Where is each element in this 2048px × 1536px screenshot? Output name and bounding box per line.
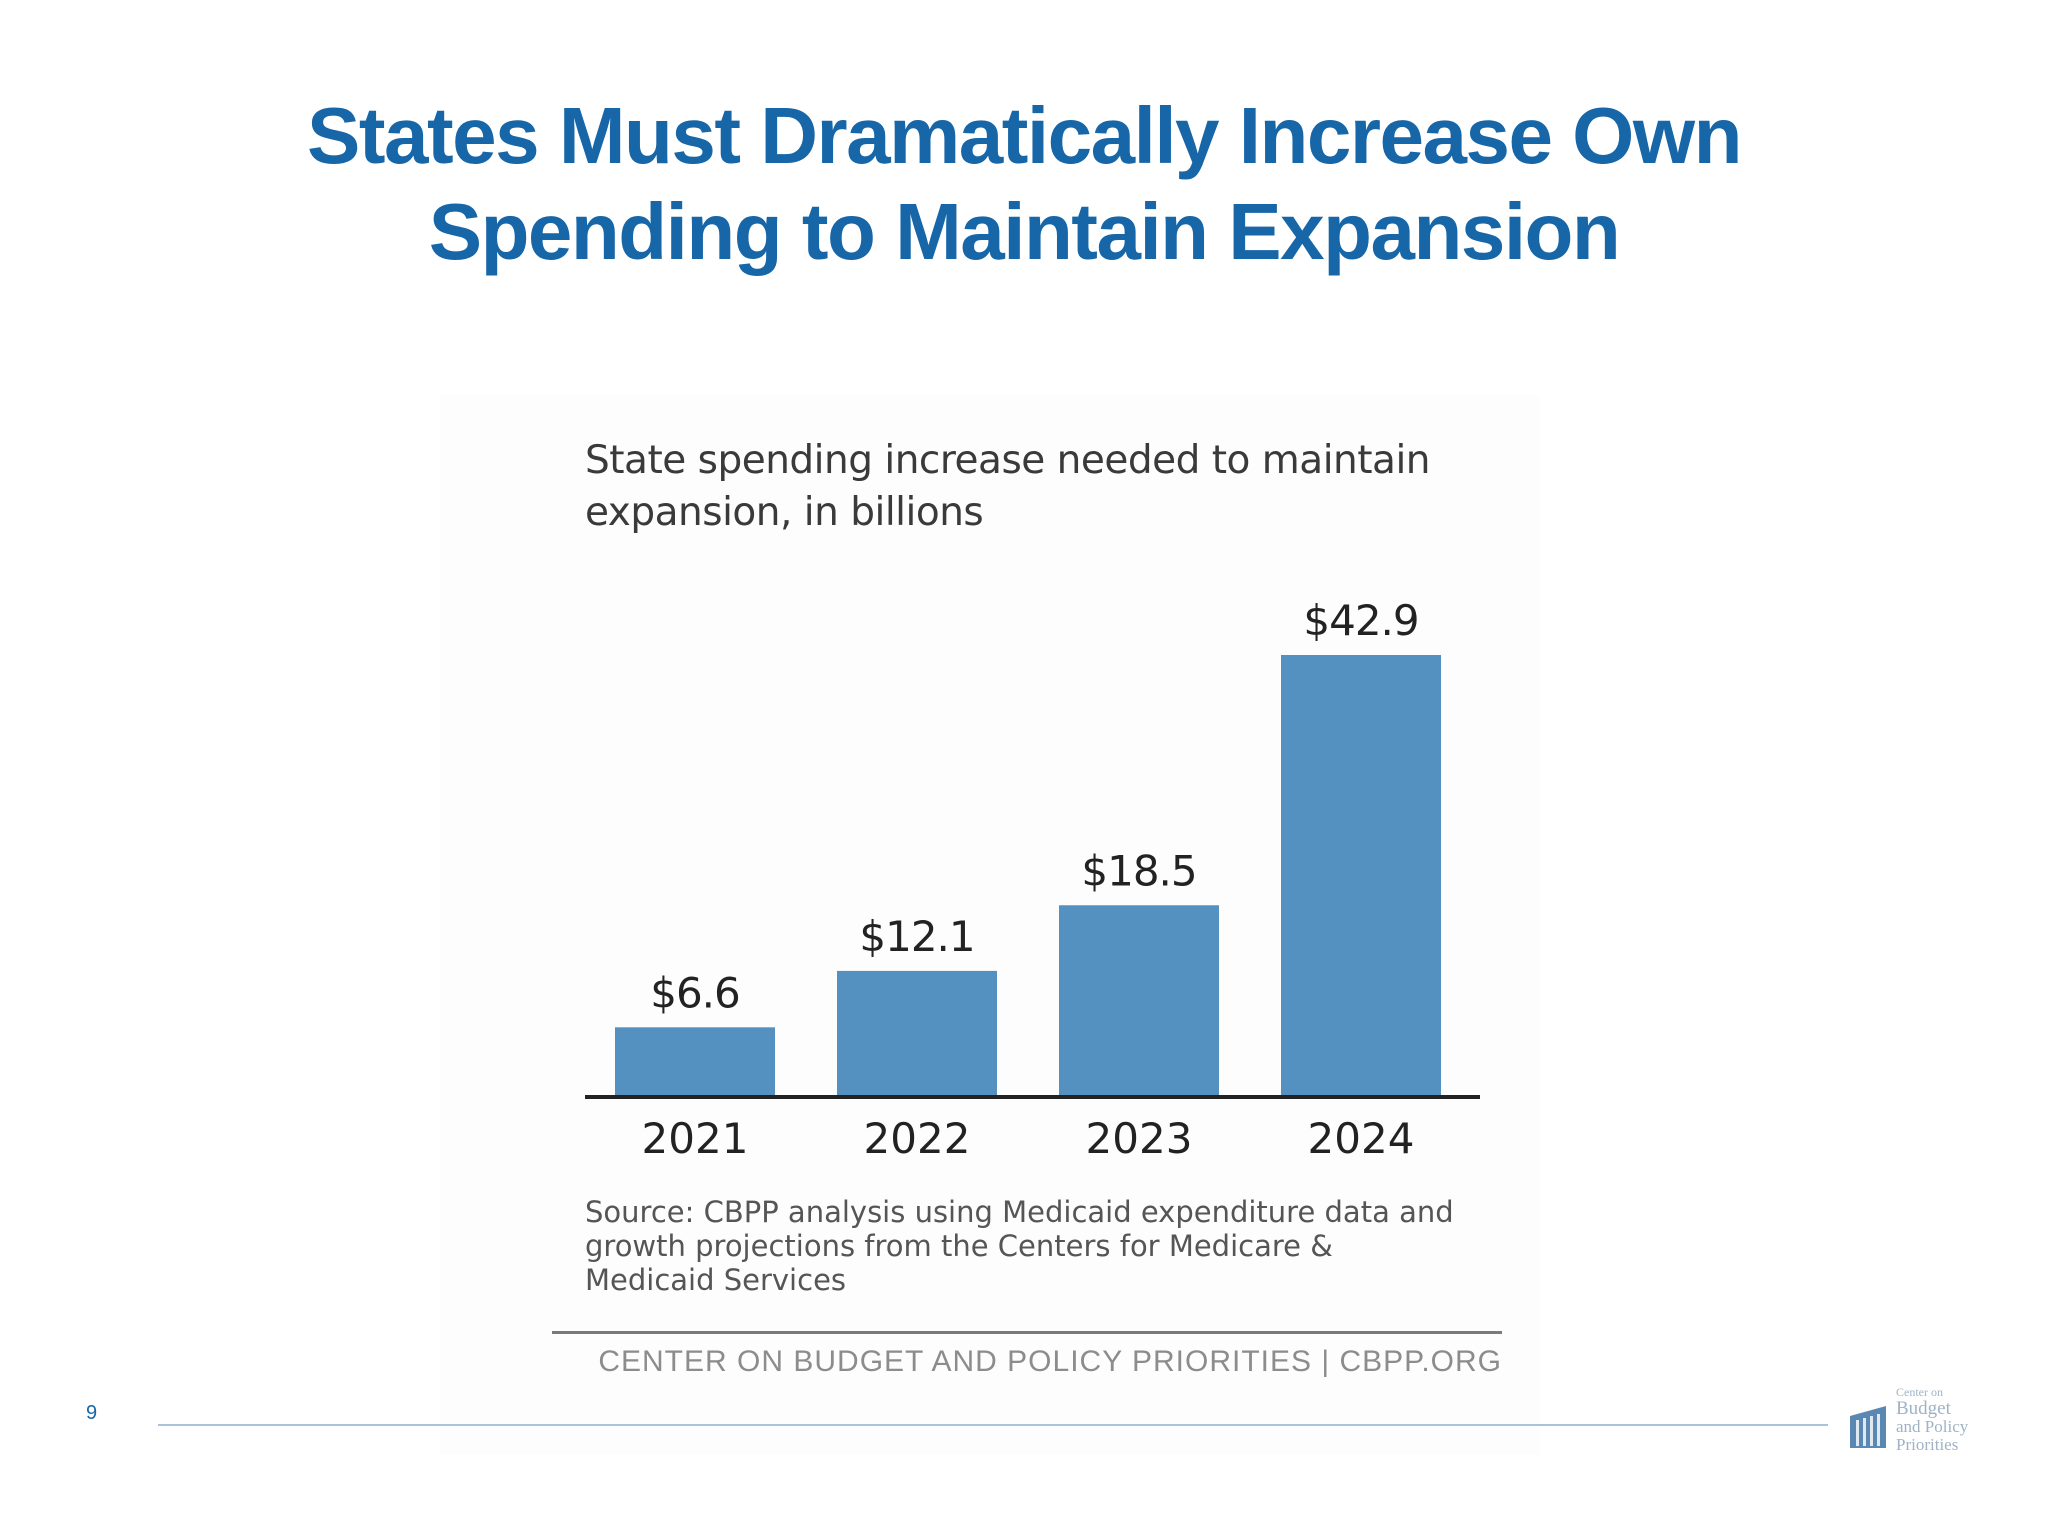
chart-subtitle-line-2: expansion, in billions [585, 490, 984, 535]
data-labels-group: $6.6 $12.1 $18.5 $42.9 [650, 596, 1419, 1017]
chart-subtitle-line-1: State spending increase needed to mainta… [585, 438, 1431, 483]
bars-group [615, 655, 1441, 1095]
chart-subtitle: State spending increase needed to mainta… [585, 435, 1485, 539]
source-note: Source: CBPP analysis using Medicaid exp… [585, 1195, 1505, 1297]
x-tick-label-2022: 2022 [864, 1114, 971, 1163]
logo-line-1: Center on [1896, 1385, 1943, 1399]
bar-chart: $6.6 $12.1 $18.5 $42.9 2021 2022 2023 2024 [585, 596, 1480, 1163]
x-tick-label-2024: 2024 [1308, 1114, 1415, 1163]
slide-title-line-1: States Must Dramatically Increase Own [307, 91, 1743, 180]
page-number: 9 [86, 1402, 98, 1424]
x-tick-labels-group: 2021 2022 2023 2024 [642, 1114, 1415, 1163]
bottom-divider [158, 1424, 1828, 1426]
source-line-1: Source: CBPP analysis using Medicaid exp… [585, 1195, 1454, 1229]
bar-2023 [1059, 905, 1219, 1095]
data-label-2021: $6.6 [650, 968, 740, 1017]
logo-text: Center on Budget and Policy Priorities [1896, 1386, 1996, 1454]
x-tick-label-2023: 2023 [1086, 1114, 1193, 1163]
slide-title-line-2: Spending to Maintain Expansion [428, 187, 1621, 276]
bar-2022 [837, 970, 997, 1095]
bar-2021 [615, 1027, 775, 1095]
data-label-2024: $42.9 [1303, 596, 1418, 645]
x-tick-label-2021: 2021 [642, 1114, 749, 1163]
logo-line-4: Priorities [1896, 1435, 1959, 1454]
footer-org-text: CENTER ON BUDGET AND POLICY PRIORITIES |… [598, 1345, 1502, 1378]
source-line-2: growth projections from the Centers for … [585, 1229, 1333, 1263]
chart-panel: State spending increase needed to mainta… [440, 395, 1540, 1455]
source-line-3: Medicaid Services [585, 1263, 847, 1297]
building-columns-icon [1850, 1406, 1886, 1448]
data-label-2023: $18.5 [1081, 846, 1196, 895]
logo-line-2: Budget [1896, 1398, 1951, 1419]
footer-divider [552, 1331, 1502, 1334]
slide-title: States Must Dramatically Increase Own Sp… [0, 88, 2048, 280]
bar-2024 [1281, 655, 1441, 1095]
data-label-2022: $12.1 [859, 912, 974, 961]
logo-line-3: and Policy [1896, 1417, 1969, 1436]
cbpp-logo: Center on Budget and Policy Priorities [1848, 1386, 1998, 1466]
